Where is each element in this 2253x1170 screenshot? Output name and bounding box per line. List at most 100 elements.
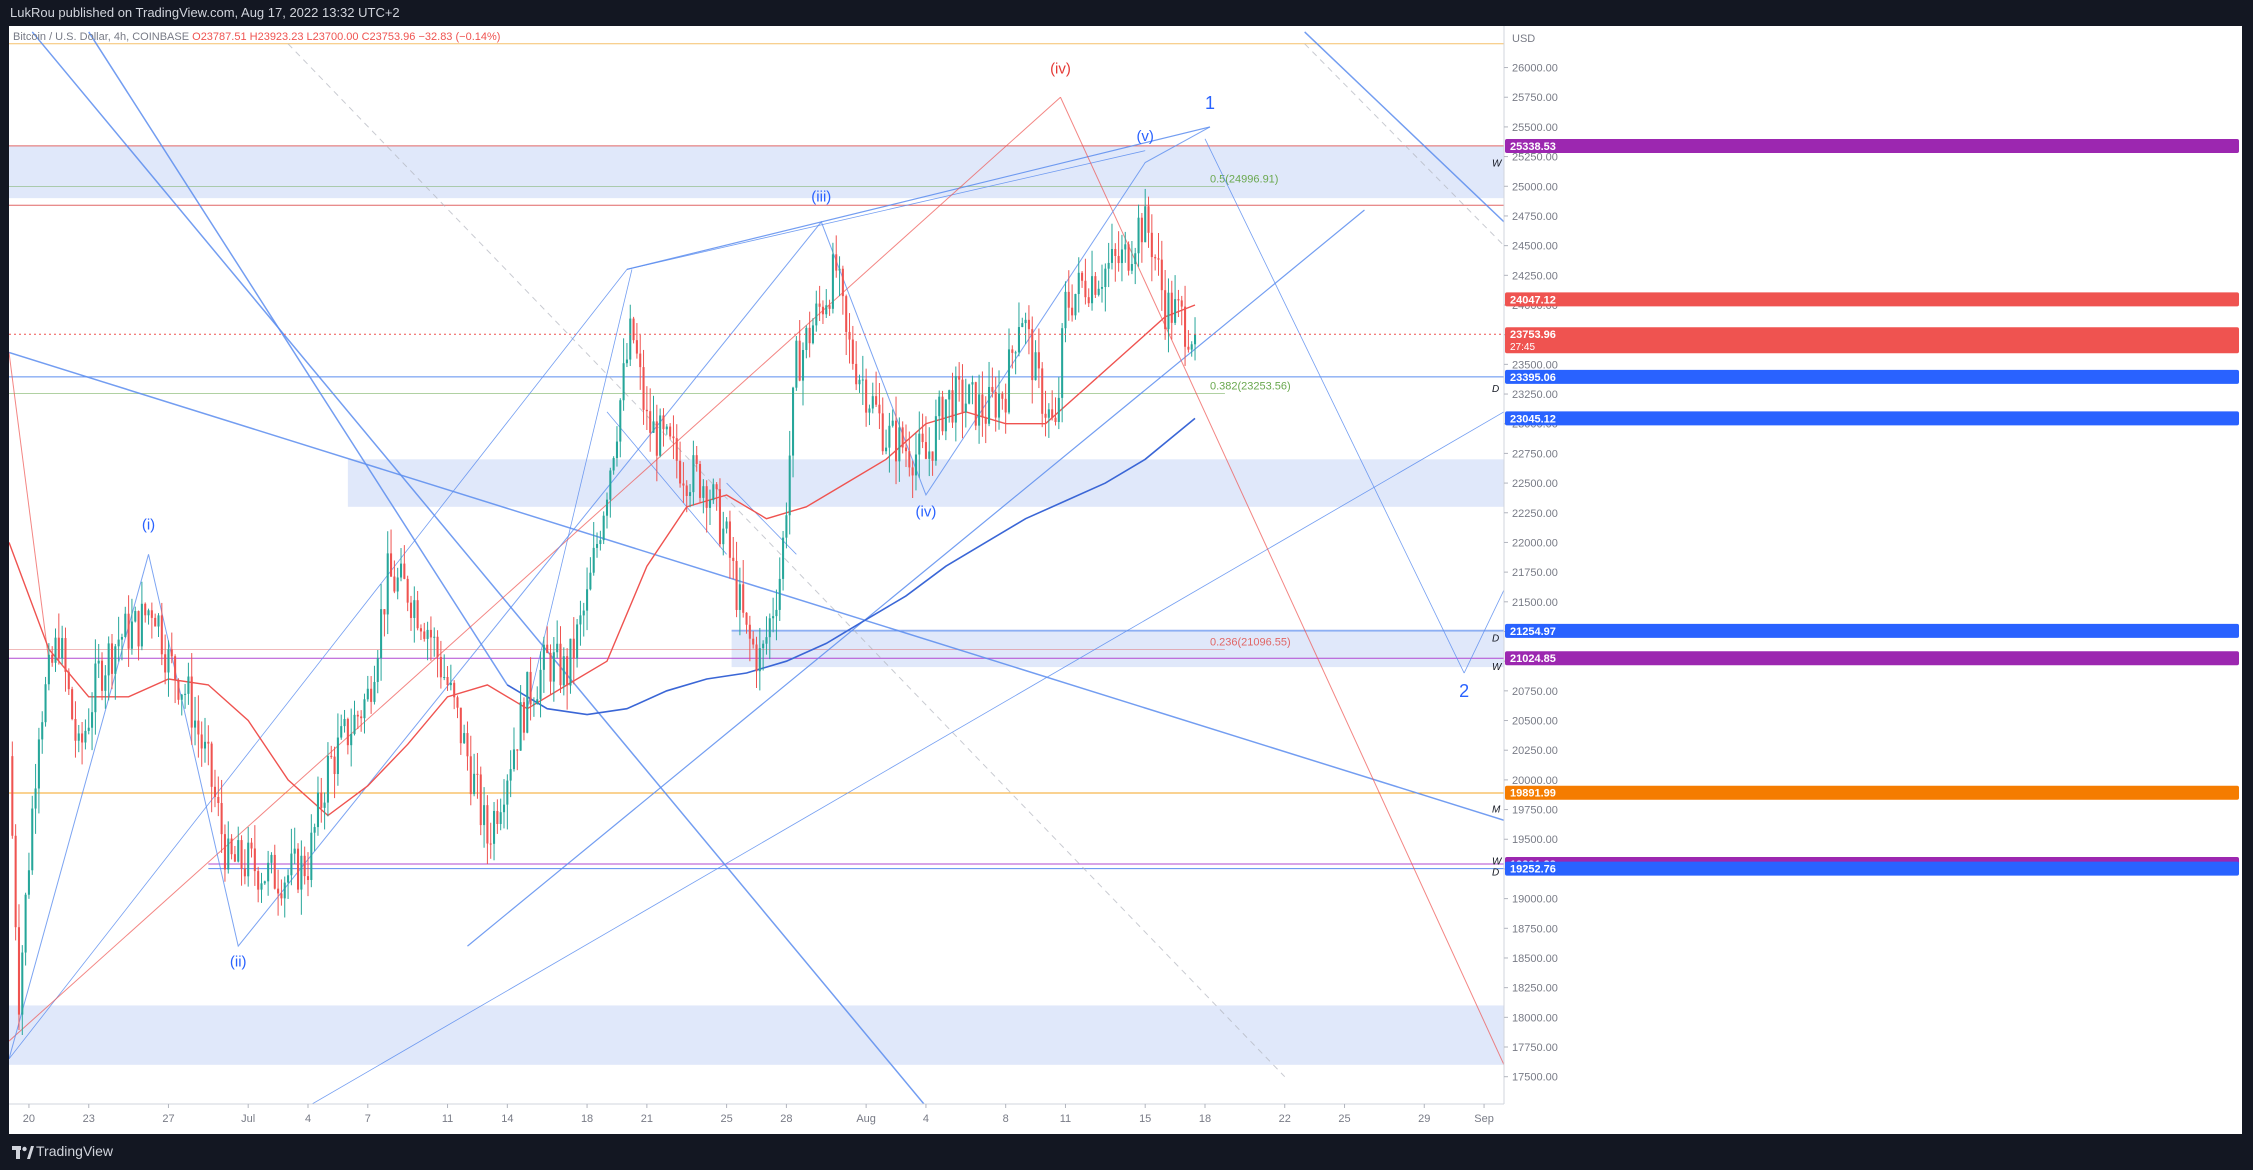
candle-body xyxy=(1190,344,1193,350)
candle-body xyxy=(1014,352,1017,354)
candle-body xyxy=(406,578,409,603)
candle-body xyxy=(37,739,40,789)
candle-body xyxy=(71,689,74,720)
candle-body xyxy=(778,578,781,610)
candle-body xyxy=(576,624,579,659)
candle-body xyxy=(346,718,349,746)
candle-body xyxy=(243,868,246,877)
candle-body xyxy=(114,646,117,674)
tradingview-logo-icon[interactable] xyxy=(12,1144,34,1160)
y-tick-label: 22750.00 xyxy=(1512,448,1558,460)
support-resistance-zone xyxy=(731,629,1504,668)
candle-body xyxy=(413,600,416,618)
candle-body xyxy=(1147,206,1150,233)
legend-high: H23923.23 xyxy=(247,31,304,43)
candle-body xyxy=(433,636,436,638)
trend-line xyxy=(1463,589,1504,674)
chart-frame[interactable]: 0.5(24996.91) 0.382(23253.56) 0.236(21096.… xyxy=(9,26,2242,1134)
candle-body xyxy=(858,379,861,385)
price-label-bg xyxy=(1505,139,2239,154)
y-tick-label: 20500.00 xyxy=(1512,716,1558,728)
candle-body xyxy=(652,421,655,433)
candle-body xyxy=(144,603,147,616)
candle-body xyxy=(1107,262,1110,269)
candle-body xyxy=(752,638,755,645)
candle-body xyxy=(981,394,984,418)
candle-body xyxy=(177,680,180,700)
candle-body xyxy=(542,644,545,670)
candle-body xyxy=(828,305,831,309)
candle-body xyxy=(911,467,914,476)
candle-body xyxy=(237,840,240,862)
support-resistance-zone xyxy=(9,1005,1504,1065)
candle-body xyxy=(821,306,824,315)
candle-body xyxy=(84,730,87,743)
candle-body xyxy=(875,396,878,405)
candle-body xyxy=(313,827,316,833)
price-label-bg xyxy=(1505,411,2239,426)
candle-body xyxy=(1094,276,1097,295)
candle-body xyxy=(978,394,981,426)
candle-body xyxy=(54,637,57,663)
candle-body xyxy=(14,835,17,928)
wave-label: 2 xyxy=(1459,681,1469,701)
candle-body xyxy=(167,649,170,673)
candle-body xyxy=(861,379,864,381)
candle-body xyxy=(1140,217,1143,243)
candle-body xyxy=(287,875,290,883)
candle-body xyxy=(1117,255,1120,264)
price-chart[interactable]: 0.5(24996.91) 0.382(23253.56) 0.236(21096.… xyxy=(9,26,2242,1134)
candle-body xyxy=(559,643,562,686)
candle-body xyxy=(596,543,599,548)
candle-body xyxy=(592,547,595,573)
candle-body xyxy=(712,484,715,501)
y-tick-label: 24500.00 xyxy=(1512,241,1558,253)
tradingview-brand[interactable]: TradingView xyxy=(36,1143,114,1159)
candle-body xyxy=(792,387,795,456)
wave-label: (iv) xyxy=(1050,60,1071,77)
candle-body xyxy=(808,327,811,344)
candle-body xyxy=(1184,306,1187,347)
candle-body xyxy=(1047,409,1050,418)
candle-body xyxy=(326,755,329,803)
candle-body xyxy=(1157,258,1160,260)
candle-body xyxy=(586,589,589,611)
candle-body xyxy=(928,451,931,459)
red-channel-line xyxy=(9,352,50,662)
candle-body xyxy=(449,682,452,686)
candle-body xyxy=(549,652,552,682)
y-tick-label: 26000.00 xyxy=(1512,63,1558,75)
candle-body xyxy=(526,671,529,733)
candle-body xyxy=(941,396,944,432)
candle-body xyxy=(104,675,107,691)
y-tick-label: 18750.00 xyxy=(1512,923,1558,935)
price-label: 23045.12 xyxy=(1510,413,1556,425)
candle-body xyxy=(393,576,396,592)
top-bar: LukRou published on TradingView.com, Aug… xyxy=(0,0,2253,26)
candle-body xyxy=(1007,349,1011,413)
candle-body xyxy=(924,442,927,459)
x-tick-label: 22 xyxy=(1279,1113,1291,1125)
publish-info: LukRou published on TradingView.com, Aug… xyxy=(10,5,400,20)
candle-body xyxy=(881,413,884,452)
x-tick-label: 11 xyxy=(1060,1113,1071,1125)
candle-body xyxy=(1124,244,1127,250)
candle-body xyxy=(529,671,532,705)
candle-body xyxy=(1127,244,1130,271)
x-tick-label: 25 xyxy=(1338,1113,1350,1125)
wave-label: (i) xyxy=(142,516,155,533)
candle-body xyxy=(293,848,296,854)
candle-body xyxy=(672,436,675,439)
candle-body xyxy=(263,881,266,884)
candle-body xyxy=(1154,257,1157,259)
candle-body xyxy=(682,483,685,486)
candle-body xyxy=(556,643,559,653)
timeframe-mark: W xyxy=(1492,857,1503,868)
candle-body xyxy=(1087,297,1090,304)
price-label: 21254.97 xyxy=(1510,626,1556,638)
fib-level-label: 0.5(24996.91) xyxy=(1210,174,1279,186)
x-tick-label: 4 xyxy=(305,1113,311,1125)
candle-body xyxy=(689,492,692,496)
candle-body xyxy=(635,340,638,354)
candle-body xyxy=(1021,323,1024,328)
